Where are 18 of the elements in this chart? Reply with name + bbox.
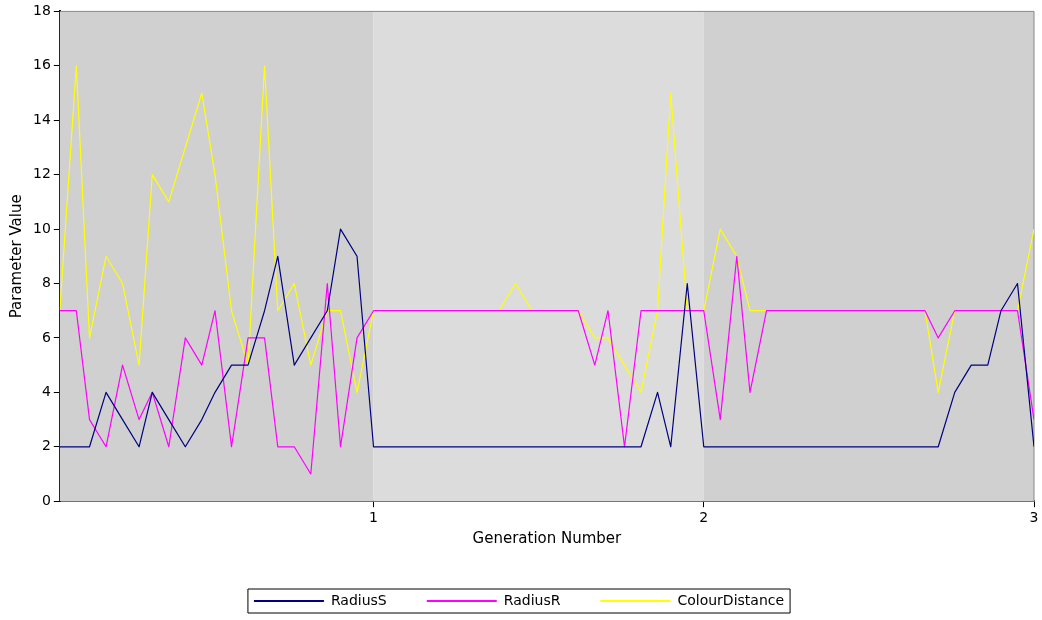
legend-label: RadiusS <box>330 591 387 608</box>
legend-label: RadiusR <box>503 591 561 608</box>
y-tick-label: 18 <box>32 2 51 19</box>
y-tick-label: 0 <box>41 491 51 508</box>
y-tick-label: 2 <box>41 437 51 454</box>
x-axis-title: Generation Number <box>472 528 623 547</box>
y-tick-label: 6 <box>41 328 51 345</box>
y-tick-label: 12 <box>32 165 51 182</box>
y-tick-label: 10 <box>32 219 51 236</box>
y-axis-title: Parameter Value <box>6 194 25 319</box>
y-tick-label: 8 <box>41 274 51 291</box>
x-tick-label: 3 <box>1029 509 1039 526</box>
y-tick-label: 4 <box>41 383 51 399</box>
legend-label: ColourDistance <box>677 591 785 608</box>
x-tick-label: 2 <box>699 509 709 526</box>
x-tick-label: 1 <box>369 509 378 526</box>
y-tick-label: 16 <box>32 56 51 73</box>
y-tick-label: 14 <box>32 110 51 127</box>
